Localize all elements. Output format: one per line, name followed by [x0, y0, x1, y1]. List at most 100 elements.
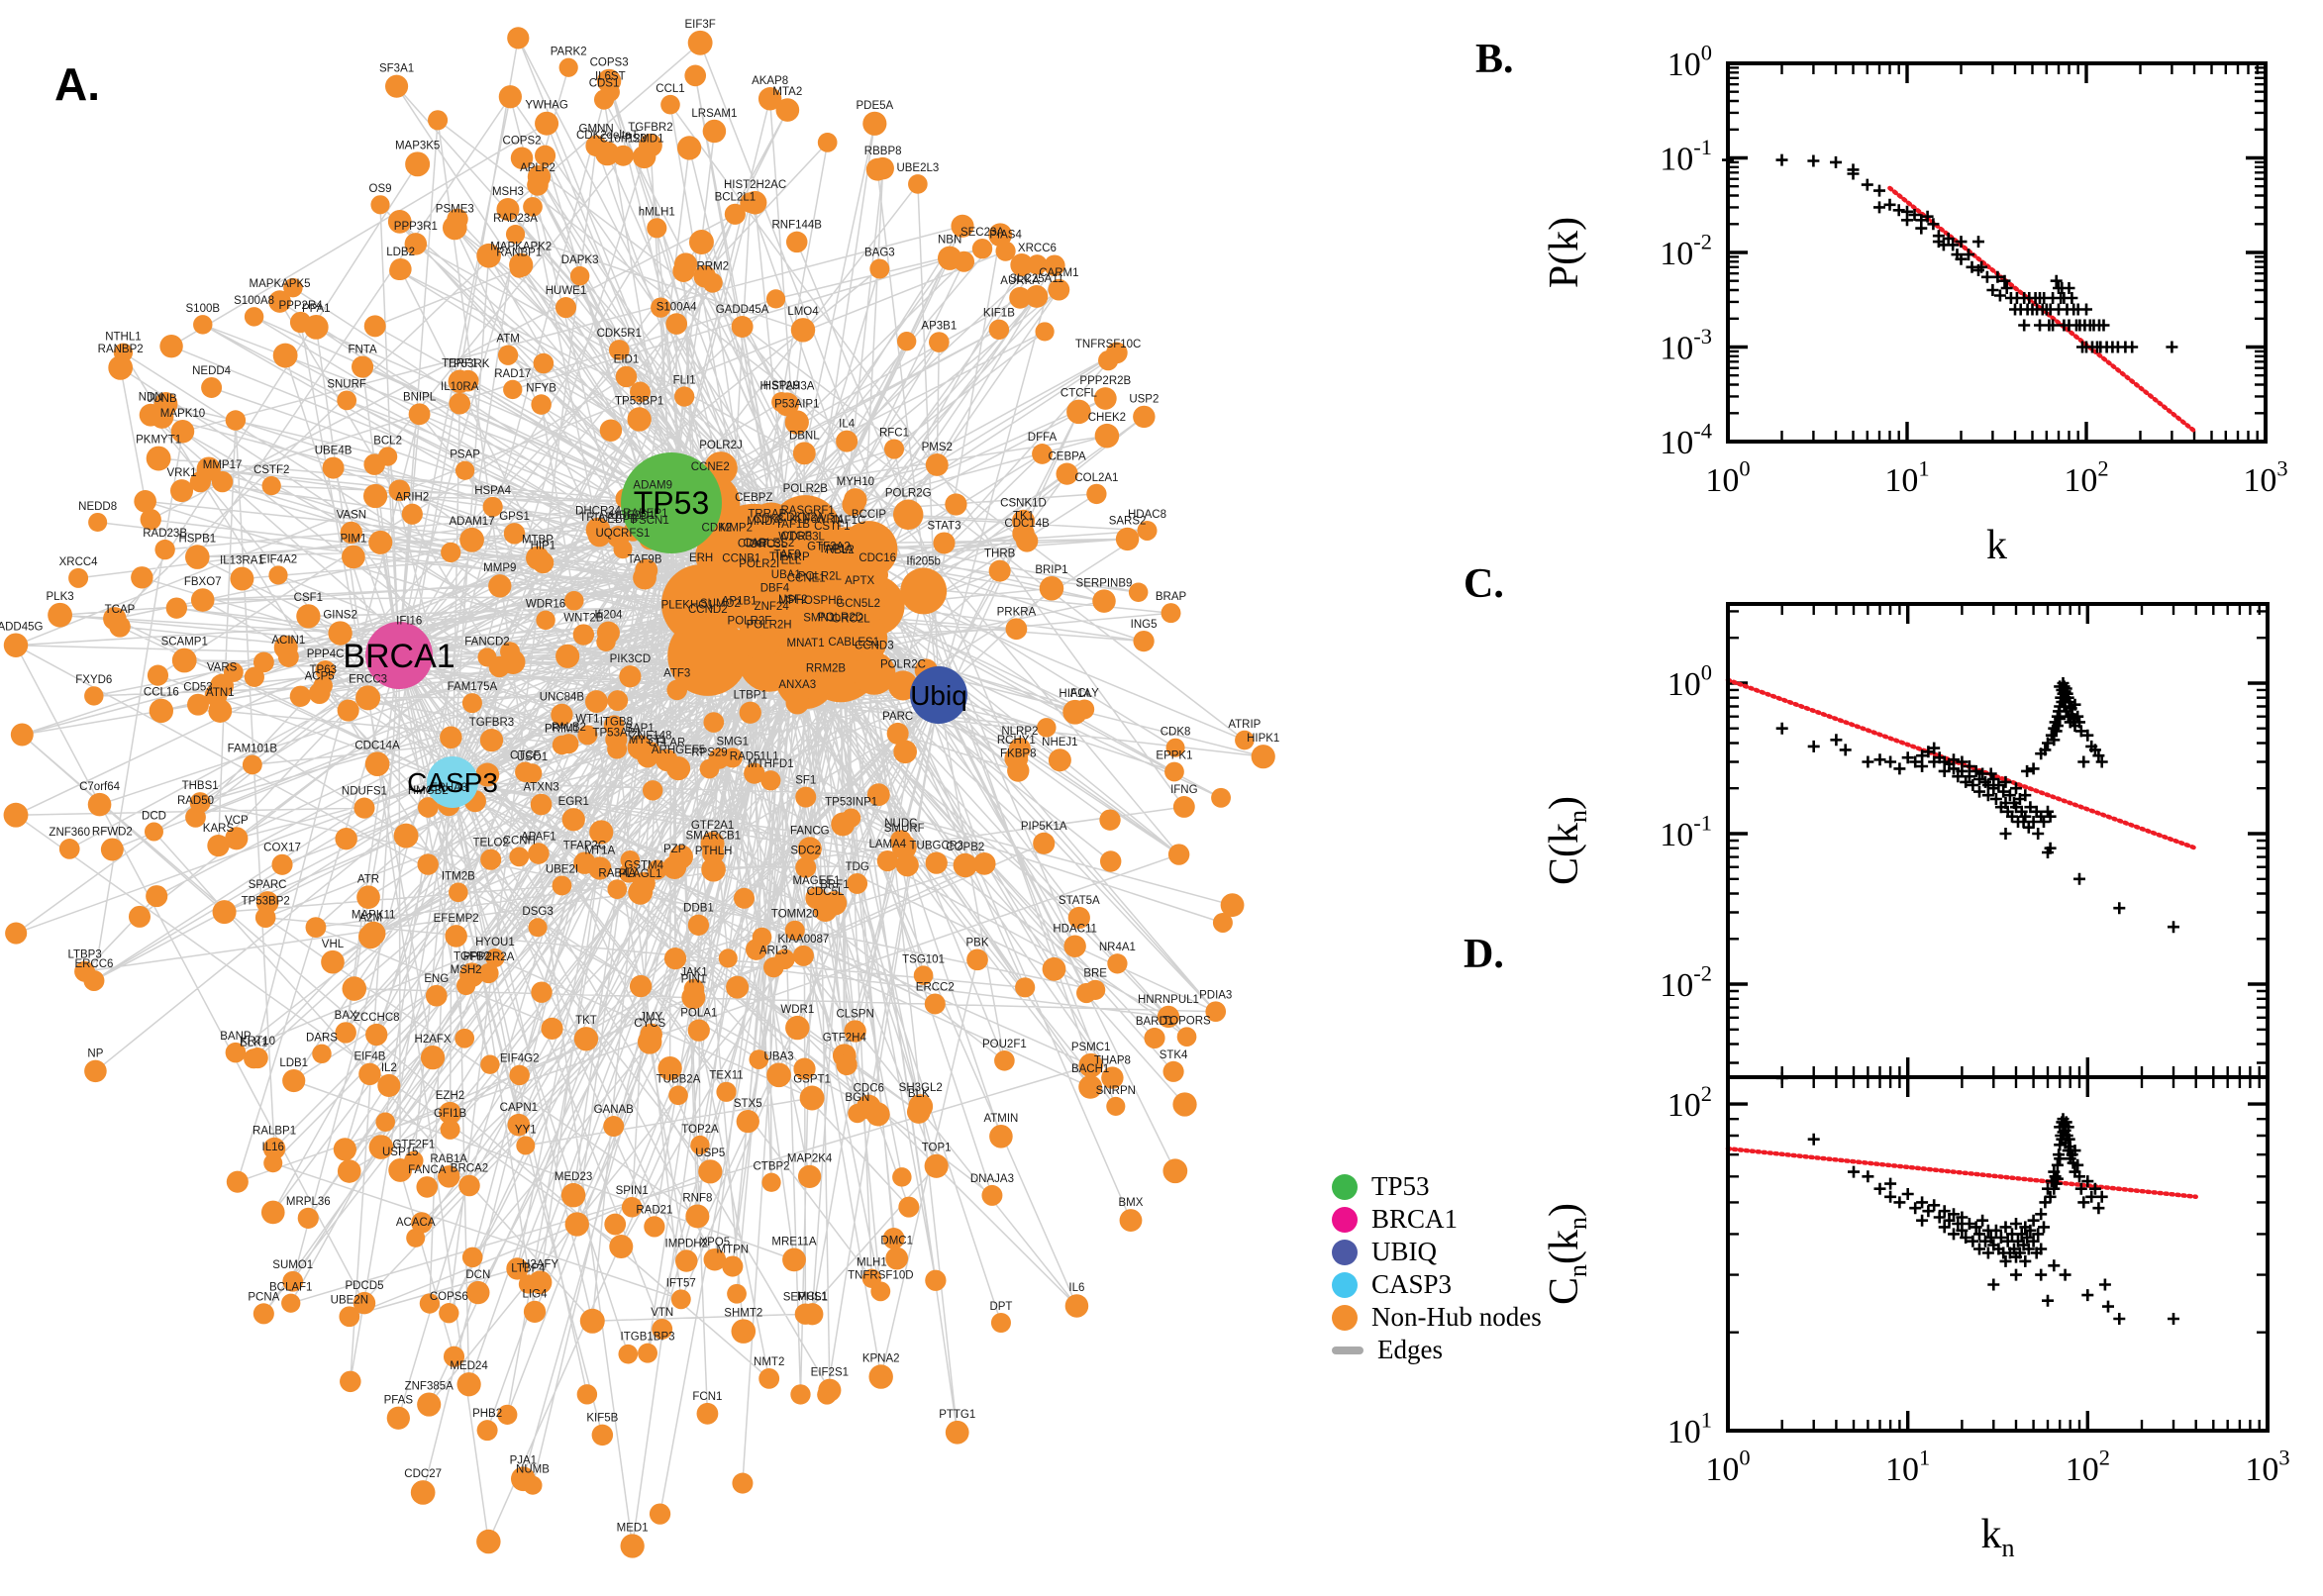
node-label: CTCF: [510, 749, 541, 761]
node-label: RBL2: [826, 545, 855, 556]
node-label: MCL1: [797, 1291, 828, 1303]
network-node: [1025, 285, 1049, 308]
network-node: [589, 820, 614, 845]
network-node: [593, 89, 615, 110]
node-label: LTBP1: [734, 690, 767, 702]
node-label: MED24: [450, 1360, 488, 1372]
node-label: DFFA: [1028, 432, 1058, 444]
node-label: ENG: [424, 973, 449, 985]
node-label: FAM101B: [228, 743, 278, 754]
network-node: [1015, 530, 1039, 552]
network-node: [479, 728, 504, 752]
network-node: [342, 545, 365, 569]
node-label: H2AFX: [415, 1034, 452, 1046]
network-node: [281, 1293, 301, 1313]
network-node: [896, 331, 917, 351]
network-node: [649, 1503, 671, 1525]
network-node: [937, 246, 962, 270]
node-label: GPS1: [499, 511, 530, 523]
network-node: [356, 885, 380, 910]
network-node: [929, 332, 950, 352]
node-label: WT1: [575, 713, 599, 725]
data-points: [1775, 1071, 2179, 1325]
node-label: POLR2B: [783, 483, 829, 495]
node-label: HDAC11: [1053, 924, 1097, 936]
node-label: VRK1: [167, 467, 197, 479]
network-node: [981, 1184, 1003, 1206]
network-node: [1212, 912, 1233, 933]
node-label: PPP4C: [307, 648, 345, 660]
legend-item-nonhub: Non-Hub nodes: [1332, 1301, 1542, 1334]
non-hub-legend-dot-icon: [1332, 1304, 1358, 1331]
network-hubs: [365, 452, 967, 808]
node-label: BRAP: [1156, 591, 1187, 603]
network-node: [848, 1103, 867, 1124]
node-label: LDB2: [386, 247, 415, 258]
network-node: [693, 264, 717, 288]
network-node: [154, 539, 175, 560]
axis-tick-label: 102: [2066, 1446, 2110, 1488]
network-node: [731, 315, 754, 338]
node-label: HIPK1: [1247, 733, 1279, 745]
node-label: COPB2: [946, 842, 984, 853]
node-label: ING5: [1131, 619, 1158, 631]
network-node: [103, 607, 127, 631]
network-node: [420, 1046, 446, 1070]
node-label: SF3A1: [379, 63, 414, 75]
node-label: GTF2H4: [823, 1032, 867, 1044]
node-label: PRIM1: [545, 724, 579, 736]
axis-tick-label: 10-2: [1660, 961, 1712, 1004]
network-node: [740, 192, 760, 213]
network-node: [924, 993, 946, 1015]
network-node: [845, 1022, 864, 1042]
network-node: [558, 57, 578, 77]
network-node: [503, 523, 526, 545]
network-node: [687, 914, 710, 936]
node-label: PTHLH: [695, 846, 733, 857]
network-node: [591, 1424, 614, 1446]
network-node: [690, 1135, 710, 1155]
network-node: [1067, 906, 1090, 930]
node-label: S100A8: [234, 295, 274, 307]
node-label: BRF1: [820, 879, 849, 891]
network-node: [933, 532, 956, 554]
node-label: DMC1: [880, 1236, 913, 1247]
node-label: VASN: [337, 510, 366, 522]
network-node: [748, 502, 795, 549]
network-node: [1133, 631, 1155, 652]
network-node: [523, 1300, 547, 1324]
node-label: FANCG: [790, 825, 830, 837]
network-node: [10, 723, 34, 747]
node-label: STK4: [1160, 1049, 1188, 1061]
network-node: [621, 1197, 643, 1218]
network-node: [5, 922, 28, 945]
network-node: [774, 948, 795, 970]
node-label: BCL2L1: [715, 192, 757, 204]
node-label: SH3GL2: [899, 1082, 943, 1094]
network-node: [417, 1392, 442, 1417]
network-node: [718, 948, 738, 968]
node-label: RAD23A: [493, 213, 538, 225]
network-node: [1137, 520, 1158, 541]
node-label: PFAS: [384, 1395, 414, 1407]
node-label: ADAM17: [450, 516, 495, 528]
node-label: hMLH1: [639, 206, 675, 218]
network-node: [507, 1113, 531, 1137]
node-label: ITGB8: [600, 717, 633, 729]
network-node: [701, 856, 726, 882]
network-node: [48, 602, 72, 628]
node-label: DPT: [989, 1301, 1012, 1313]
node-label: XRCC4: [59, 556, 99, 568]
network-node: [1009, 286, 1032, 309]
network-node: [1165, 738, 1185, 757]
axis-tick-label: 100: [1705, 456, 1750, 499]
node-label: ACACA: [396, 1217, 436, 1229]
node-label: UQCRFS1: [596, 528, 651, 540]
axis-title: C(kn​): [1542, 796, 1592, 885]
node-label: CCND3: [855, 641, 894, 652]
network-node: [1172, 1092, 1197, 1117]
network-node: [665, 755, 691, 781]
network-node: [925, 851, 948, 874]
node-label: PIN1: [681, 973, 707, 985]
